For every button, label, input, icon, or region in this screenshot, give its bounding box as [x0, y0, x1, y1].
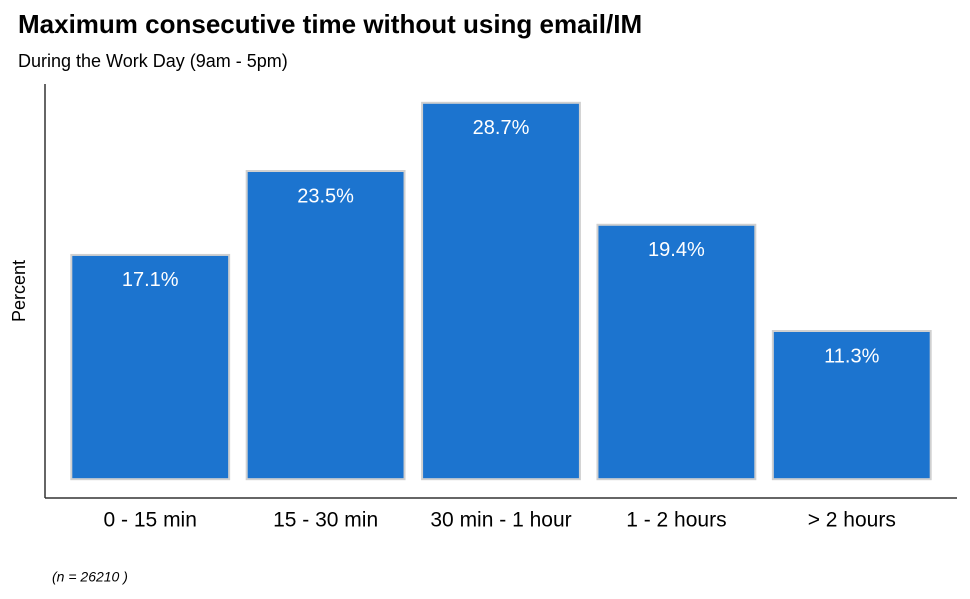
value-label: 11.3%	[824, 345, 879, 367]
value-label: 28.7%	[473, 117, 530, 139]
x-tick-label: > 2 hours	[808, 509, 896, 532]
chart-title: Maximum consecutive time without using e…	[18, 9, 642, 39]
value-label: 23.5%	[297, 185, 354, 207]
x-tick-label: 15 - 30 min	[273, 509, 378, 532]
bar	[421, 101, 581, 481]
x-tick-label: 0 - 15 min	[104, 509, 197, 532]
x-tick-label: 30 min - 1 hour	[430, 509, 571, 532]
bar	[596, 223, 757, 481]
value-label: 17.1%	[122, 269, 179, 291]
bar	[245, 170, 406, 481]
bar	[70, 253, 231, 481]
bar	[771, 329, 932, 481]
x-tick-label: 1 - 2 hours	[626, 509, 726, 532]
caption: (n = 26210 )	[52, 569, 128, 585]
value-label: 19.4%	[648, 239, 705, 261]
chart-subtitle: During the Work Day (9am - 5pm)	[18, 51, 288, 71]
y-axis-label: Percent	[9, 260, 29, 322]
